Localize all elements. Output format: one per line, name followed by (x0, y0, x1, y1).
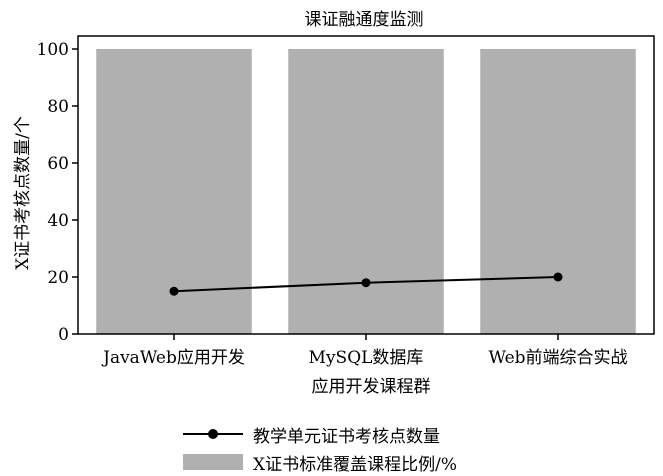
legend-bar-label: X证书标准覆盖课程比例/% (253, 454, 457, 475)
y-tick-label: 40 (47, 211, 69, 231)
bar (288, 49, 444, 334)
series-point (553, 272, 563, 282)
legend-item-bar: X证书标准覆盖课程比例/% (183, 448, 457, 476)
y-tick-label: 0 (58, 325, 69, 345)
x-axis-title: 应用开发课程群 (312, 377, 431, 397)
legend-line-swatch (183, 424, 243, 444)
bar (96, 49, 252, 334)
y-tick-label: 20 (47, 268, 69, 288)
legend: 教学单元证书考核点数量 X证书标准覆盖课程比例/% (183, 420, 457, 476)
legend-bar-swatch (183, 454, 243, 470)
bar (480, 49, 636, 334)
x-tick-label: Web前端综合实战 (488, 348, 627, 368)
y-axis-title: X证书考核点数量/个 (13, 116, 33, 270)
series-point (169, 286, 179, 296)
x-tick-label: MySQL数据库 (309, 348, 424, 368)
y-tick-label: 100 (37, 40, 69, 60)
x-tick-label: JavaWeb应用开发 (101, 348, 245, 368)
y-tick-label: 80 (47, 97, 69, 117)
legend-item-line: 教学单元证书考核点数量 (183, 420, 457, 448)
plot-area: 0 20 40 60 80 100 JavaWeb应用开发 MySQL数据库 Web前端综合实战 (37, 35, 655, 368)
series-point (361, 278, 371, 288)
y-tick-label: 60 (47, 154, 69, 174)
legend-line-label: 教学单元证书考核点数量 (253, 426, 440, 447)
chart-title: 课证融通度监测 (305, 10, 424, 30)
